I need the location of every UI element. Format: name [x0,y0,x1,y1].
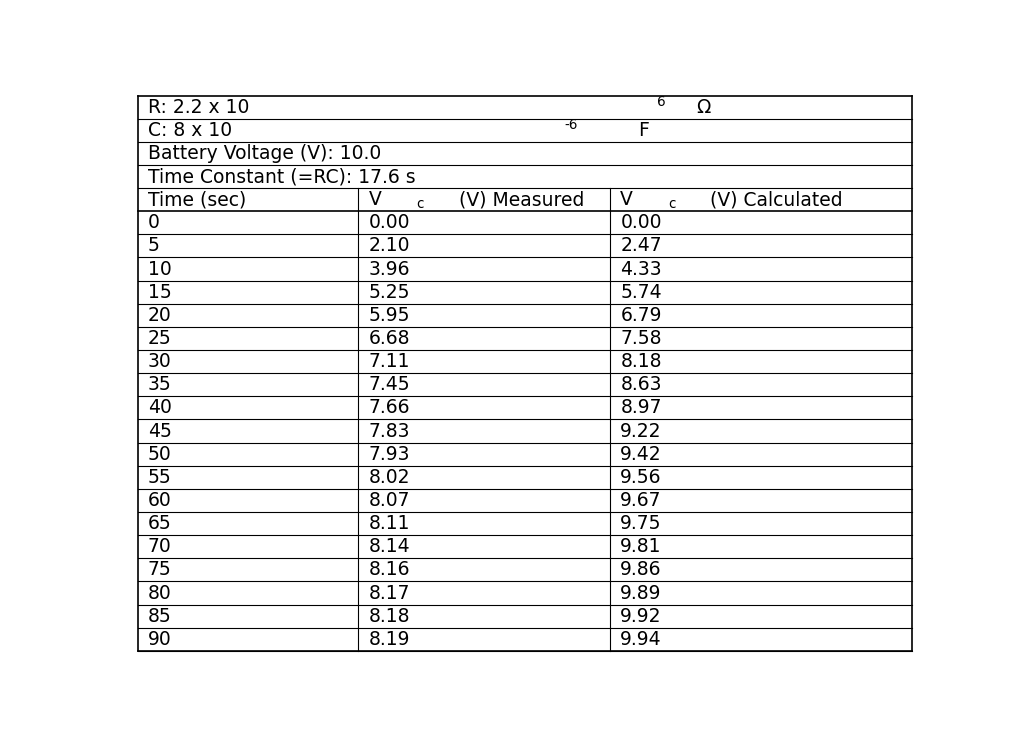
Text: 65: 65 [147,514,172,533]
Text: 8.63: 8.63 [621,375,662,395]
Text: 90: 90 [147,630,172,649]
Text: 9.42: 9.42 [621,445,662,463]
Text: (V) Measured: (V) Measured [453,190,584,209]
Text: 5.95: 5.95 [369,306,410,325]
Text: 8.17: 8.17 [369,584,410,602]
Text: 4.33: 4.33 [621,259,662,279]
Text: 9.81: 9.81 [621,537,662,556]
Text: 8.97: 8.97 [621,398,662,418]
Text: 0.00: 0.00 [369,214,410,232]
Text: R: 2.2 x 10: R: 2.2 x 10 [147,98,249,117]
Text: 8.14: 8.14 [369,537,411,556]
Text: V: V [621,190,633,209]
Text: 7.66: 7.66 [369,398,410,418]
Text: 8.18: 8.18 [621,352,662,371]
Text: 7.83: 7.83 [369,421,410,440]
Text: Time (sec): Time (sec) [147,190,246,209]
Text: F: F [633,120,650,140]
Text: 8.11: 8.11 [369,514,410,533]
Text: 9.67: 9.67 [621,491,662,510]
Text: 9.56: 9.56 [621,468,662,487]
Text: 0: 0 [147,214,160,232]
Text: 8.18: 8.18 [369,607,410,626]
Text: 10: 10 [147,259,172,279]
Text: Ω: Ω [691,98,712,117]
Text: 6.79: 6.79 [621,306,662,325]
Text: -6: -6 [564,118,578,132]
Text: 70: 70 [147,537,172,556]
Text: 80: 80 [147,584,172,602]
Text: 8.07: 8.07 [369,491,410,510]
Text: 8.19: 8.19 [369,630,410,649]
Text: 5: 5 [147,236,160,256]
Text: (V) Calculated: (V) Calculated [705,190,843,209]
Text: c: c [417,197,424,211]
Text: 2.10: 2.10 [369,236,410,256]
Text: 35: 35 [147,375,172,395]
Text: 75: 75 [147,560,172,579]
Text: 5.74: 5.74 [621,283,662,302]
Text: 9.89: 9.89 [621,584,662,602]
Text: c: c [668,197,676,211]
Text: 50: 50 [147,445,172,463]
Text: 8.02: 8.02 [369,468,410,487]
Text: 9.22: 9.22 [621,421,662,440]
Text: 55: 55 [147,468,172,487]
Text: 3.96: 3.96 [369,259,410,279]
Text: 15: 15 [147,283,172,302]
Text: 0.00: 0.00 [621,214,662,232]
Text: 20: 20 [147,306,172,325]
Text: Battery Voltage (V): 10.0: Battery Voltage (V): 10.0 [147,144,381,163]
Text: 5.25: 5.25 [369,283,410,302]
Text: 7.11: 7.11 [369,352,410,371]
Text: 7.45: 7.45 [369,375,411,395]
Text: Time Constant (=RC): 17.6 s: Time Constant (=RC): 17.6 s [147,167,416,186]
Text: 30: 30 [147,352,172,371]
Text: 9.86: 9.86 [621,560,662,579]
Text: 45: 45 [147,421,172,440]
Text: C: 8 x 10: C: 8 x 10 [147,120,232,140]
Text: 60: 60 [147,491,172,510]
Text: 9.75: 9.75 [621,514,662,533]
Text: 6: 6 [657,95,666,109]
Text: 85: 85 [147,607,172,626]
Text: 40: 40 [147,398,172,418]
Text: 9.94: 9.94 [621,630,662,649]
Text: 7.58: 7.58 [621,329,662,348]
Text: 8.16: 8.16 [369,560,410,579]
Text: 9.92: 9.92 [621,607,662,626]
Text: 7.93: 7.93 [369,445,410,463]
Text: 25: 25 [147,329,172,348]
Text: 6.68: 6.68 [369,329,410,348]
Text: 2.47: 2.47 [621,236,662,256]
Text: V: V [369,190,382,209]
